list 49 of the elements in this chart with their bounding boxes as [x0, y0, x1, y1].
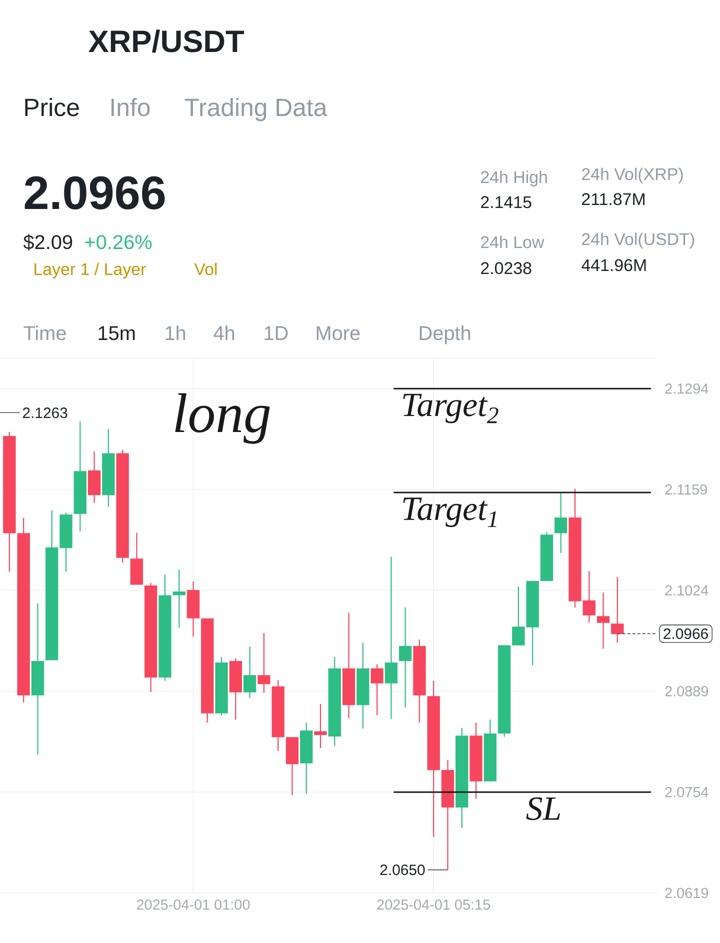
- text: 24h High: [481, 170, 547, 187]
- text: +0.26%: [85, 235, 152, 250]
- y-tick-label: 2.0619: [665, 888, 708, 898]
- y-tick-label: 2.0889: [665, 686, 708, 696]
- text: 2.0238: [481, 262, 532, 274]
- candlestick: [258, 632, 270, 694]
- ref-line-label: Target$_{1}$: [403, 498, 496, 528]
- ref-line-label: 2.0966: [664, 628, 708, 639]
- text: Time: [24, 326, 66, 340]
- text: More: [316, 326, 360, 340]
- text: Trading Data: [184, 98, 328, 122]
- candlestick: [611, 576, 624, 644]
- candlestick: [88, 450, 101, 504]
- candlestick: [384, 556, 398, 720]
- candlestick: [314, 703, 327, 749]
- ref-line-label: Target$_{2}$: [403, 394, 498, 424]
- text: 4h: [214, 326, 234, 340]
- annotation: long: [175, 393, 270, 444]
- x-tick-label: 2025-04-01 01:00: [136, 900, 250, 910]
- candlestick: [596, 592, 610, 650]
- text: 15m: [98, 326, 135, 340]
- y-tick-label: 2.1159: [665, 484, 707, 495]
- annotation: 2.1263: [22, 408, 68, 418]
- text: 1h: [166, 326, 186, 340]
- chart-title: XRP/USDT: [88, 30, 244, 53]
- candlestick: [243, 646, 256, 699]
- text: 2.1415: [481, 196, 532, 208]
- x-tick-label: 2025-04-01 05:15: [377, 900, 490, 910]
- y-tick-label: 2.1294: [665, 384, 708, 394]
- text: Info: [111, 98, 150, 116]
- candlestick: [554, 492, 568, 554]
- text: 24h Vol(USDT): [582, 232, 694, 248]
- text: 1D: [264, 326, 288, 340]
- text: Vol: [194, 262, 217, 276]
- text: Price: [25, 98, 79, 116]
- candlestick: [370, 664, 384, 716]
- text: 441.96M: [582, 259, 646, 272]
- text: Layer 1 / Layer: [34, 262, 146, 279]
- candlestick: [398, 607, 412, 708]
- text: Depth: [420, 326, 470, 344]
- ref-line-label: SL: [526, 797, 560, 820]
- annotation: 2.0650: [380, 864, 425, 876]
- text: $2.09: [23, 234, 72, 250]
- text: 2.0966: [24, 176, 165, 210]
- y-tick-label: 2.0754: [665, 787, 708, 798]
- y-tick-label: 2.1024: [665, 585, 708, 596]
- text: 24h Low: [481, 236, 544, 248]
- text: 24h Vol(XRP): [582, 168, 683, 184]
- text: 211.87M: [582, 193, 644, 206]
